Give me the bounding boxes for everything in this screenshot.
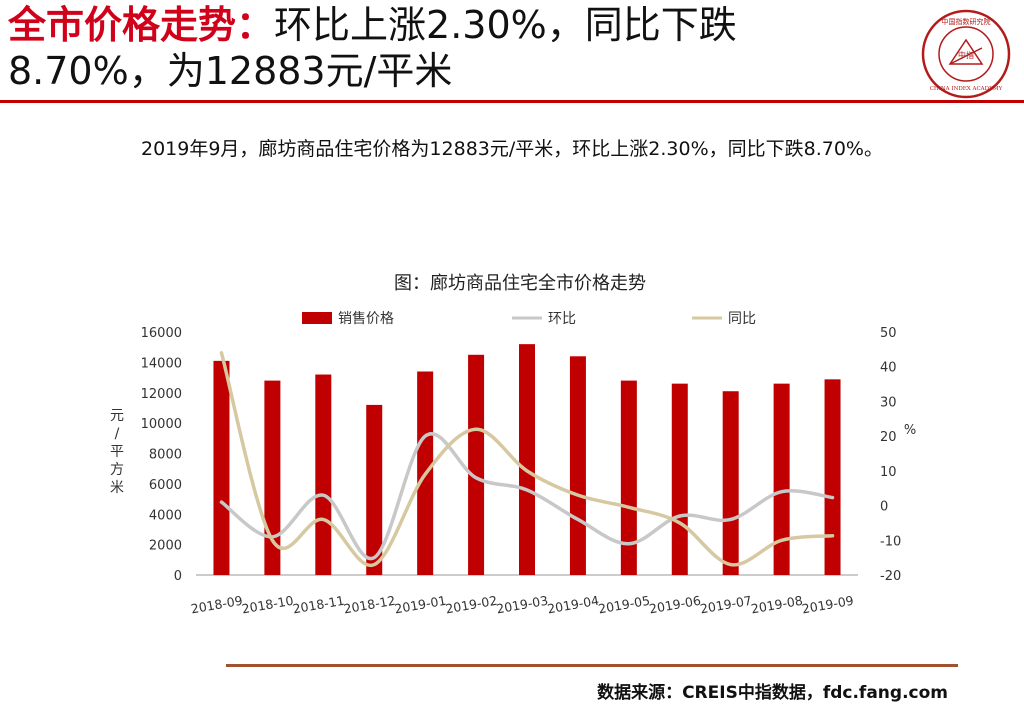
- y-right-tick-label: -20: [880, 569, 901, 584]
- y-right-tick-label: -10: [880, 534, 901, 549]
- y-left-tick-label: 4000: [149, 508, 182, 523]
- price-bar: [519, 344, 535, 575]
- price-bar: [569, 356, 586, 575]
- y-left-axis-label: 平: [110, 444, 124, 460]
- chart-title: 图：廊坊商品住宅全市价格走势: [394, 273, 646, 294]
- price-bar: [824, 379, 841, 575]
- x-tick-label: 2018-10: [241, 593, 295, 617]
- price-bar: [671, 383, 688, 575]
- x-tick-label: 2019-09: [801, 593, 855, 617]
- academy-seal-logo: 中国指数研究院 CHINA INDEX ACADEMY 中指: [921, 9, 1011, 99]
- y-left-tick-label: 8000: [149, 448, 182, 463]
- mom-line: [219, 432, 835, 561]
- y-left-tick-label: 12000: [141, 387, 182, 402]
- y-left-tick-label: 2000: [149, 539, 182, 554]
- y-left-tick-label: 10000: [141, 417, 182, 432]
- summary-text: 2019年9月，廊坊商品住宅价格为12883元/平米，环比上涨2.30%，同比下…: [140, 138, 883, 160]
- price-bar: [213, 360, 230, 575]
- chart-legend: 销售价格 环比 同比: [302, 311, 756, 327]
- y-right-tick-label: 50: [880, 326, 897, 341]
- price-bar: [264, 380, 281, 575]
- x-tick-label: 2019-03: [495, 593, 549, 617]
- title-divider: [0, 100, 1024, 103]
- y-left-tick-label: 14000: [141, 356, 182, 371]
- chart-axes: 0 2000 4000 6000 8000 10000 12000 14000 16000 -20…: [110, 326, 916, 616]
- svg-text:CHINA INDEX ACADEMY: CHINA INDEX ACADEMY: [930, 86, 1003, 92]
- x-tick-label: 2019-01: [393, 593, 447, 617]
- price-bar: [468, 354, 485, 575]
- x-tick-label: 2019-07: [699, 593, 753, 617]
- x-tick-label: 2019-05: [597, 593, 651, 617]
- price-bar: [773, 383, 790, 575]
- y-right-axis-label: %: [904, 423, 916, 438]
- y-left-axis-label: /: [115, 426, 120, 442]
- x-tick-label: 2019-02: [444, 593, 498, 617]
- svg-text:中国指数研究院: 中国指数研究院: [942, 17, 991, 26]
- title-bold: 全市价格走势：: [8, 3, 275, 47]
- legend-swatch-bar: [302, 312, 332, 324]
- title-line1: 环比上涨2.30%，同比下跌: [274, 3, 737, 47]
- title-line2: 8.70%，为12883元/平米: [8, 49, 453, 93]
- y-left-tick-label: 6000: [149, 478, 182, 493]
- y-left-tick-label: 0: [174, 569, 182, 584]
- footer-divider: [226, 664, 958, 667]
- y-left-axis-label: 方: [110, 462, 124, 478]
- x-tick-label: 2018-11: [292, 593, 346, 617]
- x-tick-label: 2019-08: [750, 593, 804, 617]
- y-right-tick-label: 30: [880, 395, 897, 410]
- y-left-tick-label: 16000: [141, 326, 182, 341]
- legend-label: 环比: [548, 311, 576, 327]
- legend-label: 销售价格: [338, 311, 394, 327]
- line-series: [219, 351, 835, 567]
- y-right-tick-label: 0: [880, 500, 888, 515]
- x-tick-label: 2018-09: [190, 593, 244, 617]
- x-tick-label: 2018-12: [342, 593, 396, 617]
- y-left-axis-label: 米: [110, 480, 124, 496]
- data-source: 数据来源：CREIS中指数据，fdc.fang.com: [597, 683, 948, 703]
- legend-label: 同比: [728, 311, 756, 327]
- x-tick-label: 2019-04: [546, 593, 600, 617]
- price-bar: [315, 374, 332, 575]
- bar-series: [213, 344, 841, 575]
- y-right-tick-label: 20: [880, 430, 897, 445]
- y-right-tick-label: 10: [880, 465, 897, 480]
- x-tick-label: 2019-06: [648, 593, 702, 617]
- yoy-line: [219, 351, 835, 567]
- price-bar: [620, 380, 637, 575]
- y-left-axis-label: 元: [110, 408, 124, 424]
- price-bar: [366, 404, 383, 575]
- y-right-tick-label: 40: [880, 361, 897, 376]
- page-title: 全市价格走势：环比上涨2.30%，同比下跌 8.70%，为12883元/平米: [8, 2, 888, 94]
- price-bar: [722, 391, 739, 575]
- svg-text:中指: 中指: [958, 50, 974, 60]
